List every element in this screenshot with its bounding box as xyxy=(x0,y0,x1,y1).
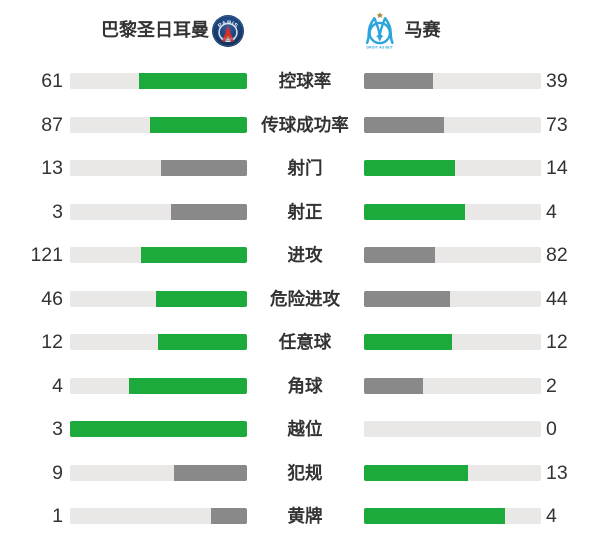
svg-text:DROIT AU BUT: DROIT AU BUT xyxy=(366,45,393,49)
